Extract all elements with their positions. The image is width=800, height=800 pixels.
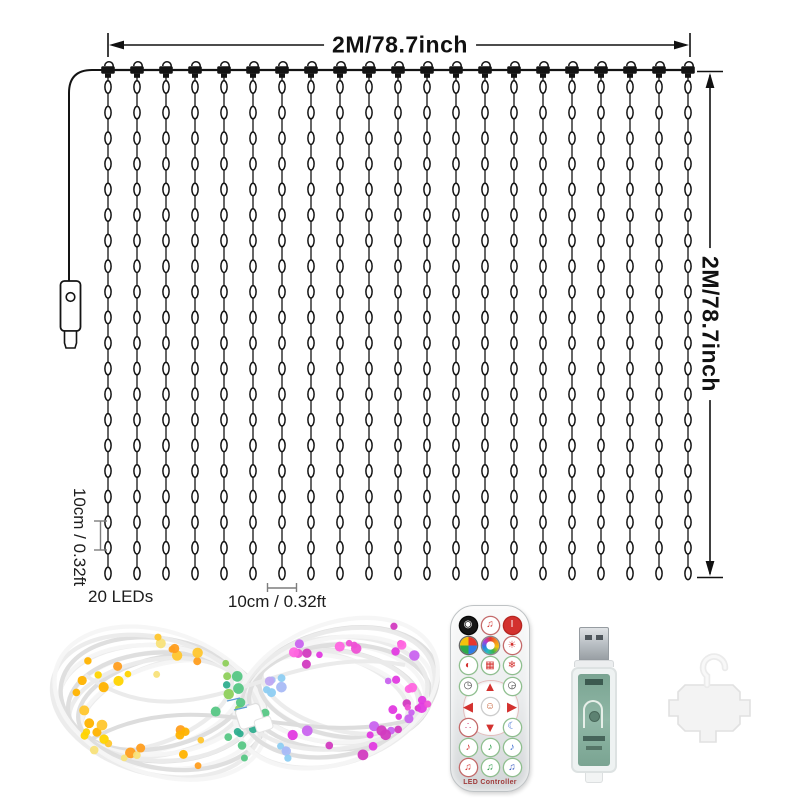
coil-cable-tie — [226, 697, 274, 733]
rgb-mode-button — [459, 637, 477, 655]
music-mode-5-button: ♫ — [481, 759, 499, 777]
hook-curl-highlight — [701, 655, 727, 687]
ok-button: ☺ — [481, 698, 499, 716]
right-button: ▶ — [507, 699, 517, 715]
remote-control: ◉ ♫ I ☀ ◐ ▦ ❄ ◷ ▲ ◶ ◀ ☺ ▶ ∴ ▼ ☾ ♪ ♪ ♪ ♫ ♫ ♫ LED Controller — [450, 605, 530, 792]
speed-up-button: ◶ — [503, 677, 521, 695]
switch-plug — [63, 330, 78, 349]
hook-clip-body — [668, 684, 751, 743]
on-off-button: I — [503, 616, 521, 634]
usb-connector-slot — [596, 635, 603, 640]
drop-spacing-bracket-horizontal — [266, 583, 298, 593]
usb-circuit-board — [578, 674, 610, 766]
remote-button-row: ◐ ▦ ❄ — [451, 656, 529, 676]
led-count-label: 20 LEDs — [88, 587, 154, 607]
usb-cap — [585, 773, 603, 783]
remote-button-row: ♪ ♪ ♪ — [451, 737, 529, 757]
music-mode-1-button: ♪ — [459, 739, 477, 757]
display-mode-button: ▦ — [481, 657, 499, 675]
drop-spacing-horizontal-label: 10cm / 0.32ft — [227, 592, 327, 612]
power-button: ◉ — [459, 616, 477, 634]
led-spacing-vertical-label: 10cm / 0.32ft — [69, 487, 89, 587]
left-button: ◀ — [463, 699, 473, 715]
music-mode-button: ♫ — [481, 616, 499, 634]
usb-button-outline — [583, 700, 603, 728]
usb-body — [571, 667, 617, 773]
remote-button-row: ♫ ♫ ♫ — [451, 758, 529, 778]
usb-component — [586, 746, 602, 750]
down-button: ▼ — [483, 719, 497, 735]
moon-mode-button: ☾ — [503, 718, 521, 736]
height-dimension-arrowheads — [705, 73, 715, 576]
usb-connector-slot — [585, 635, 592, 640]
twinkle-mode-button: ❄ — [503, 657, 521, 675]
music-mode-4-button: ♫ — [459, 759, 477, 777]
usb-connector — [579, 627, 609, 660]
music-mode-6-button: ♫ — [503, 759, 521, 777]
power-cord — [68, 69, 108, 281]
music-mode-2-button: ♪ — [481, 739, 499, 757]
remote-button-row: ◀ ☺ ▶ — [451, 697, 529, 717]
usb-controller — [568, 627, 620, 783]
fade-mode-button: ◐ — [459, 657, 477, 675]
width-dimension-arrowheads — [109, 40, 689, 50]
remote-button-row: ☀ — [451, 635, 529, 655]
usb-chip — [585, 679, 603, 685]
usb-button — [589, 711, 600, 722]
led-strings — [101, 61, 695, 581]
color-wheel-button — [481, 637, 499, 655]
remote-button-row: ∴ ▼ ☾ — [451, 717, 529, 737]
width-dimension-label: 2M/78.7inch — [324, 31, 476, 59]
hanging-hook-clip — [668, 653, 751, 743]
usb-component — [583, 736, 605, 741]
remote-button-row: ◷ ▲ ◶ — [451, 676, 529, 696]
speed-down-button: ◷ — [459, 677, 477, 695]
coil-led-dots — [72, 622, 432, 770]
led-spacing-bracket-vertical — [94, 520, 107, 551]
coiled-light-bundles — [49, 615, 441, 782]
auto-mode-button: ∴ — [459, 718, 477, 736]
remote-button-rows: ◉ ♫ I ☀ ◐ ▦ ❄ ◷ ▲ ◶ ◀ ☺ ▶ ∴ ▼ ☾ ♪ ♪ ♪ ♫ ♫ ♫ — [451, 615, 529, 778]
music-mode-3-button: ♪ — [503, 739, 521, 757]
led-controller-label: LED Controller — [463, 779, 517, 786]
flash-mode-button: ☀ — [503, 637, 521, 655]
usb-neck — [574, 660, 614, 667]
up-button: ▲ — [483, 678, 497, 694]
remote-button-row: ◉ ♫ I — [451, 615, 529, 635]
height-dimension-label: 2M/78.7inch — [696, 248, 724, 400]
inline-switch — [59, 280, 82, 349]
